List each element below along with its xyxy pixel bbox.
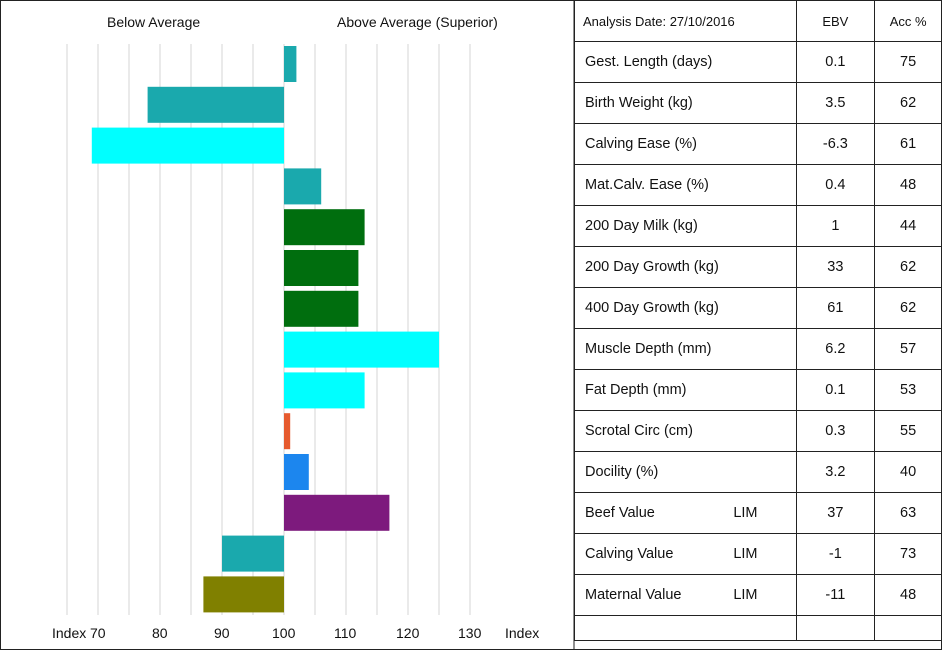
trait-name: Beef Value — [585, 505, 655, 521]
x-tick-label: 110 — [334, 625, 357, 641]
table-row: Birth Weight (kg) 3.5 62 — [574, 82, 942, 124]
ebv-cell: 6.2 — [795, 328, 876, 370]
acc-header: Acc % — [874, 0, 942, 42]
breed-tag: LIM — [733, 505, 758, 521]
table-row: Calving Ease (%) -6.3 61 — [574, 123, 942, 165]
bar-series — [91, 46, 439, 613]
trait-cell: 200 Day Milk (kg) — [574, 205, 797, 247]
bar-docility — [284, 454, 309, 490]
acc-cell: 75 — [874, 41, 942, 83]
analysis-date-header: Analysis Date: 27/10/2016 — [574, 0, 797, 42]
bar-scrotal-circ-cm — [284, 413, 291, 450]
ebv-cell: 0.1 — [795, 41, 876, 83]
trait-cell: Scrotal Circ (cm) — [574, 410, 797, 452]
trait-cell: 200 Day Growth (kg) — [574, 246, 797, 288]
ebv-cell: 0.3 — [795, 410, 876, 452]
ebv-cell — [795, 615, 876, 641]
x-axis-right-label: Index — [505, 625, 540, 641]
table-row: Docility (%) 3.2 40 — [574, 451, 942, 493]
bar-gest-length-days — [284, 46, 297, 82]
bar-200-day-growth-kg — [284, 250, 359, 286]
trait-cell — [574, 615, 797, 641]
table-row — [574, 615, 942, 641]
table-row: Scrotal Circ (cm) 0.3 55 — [574, 410, 942, 452]
table-row: Calving Value LIM -1 73 — [574, 533, 942, 575]
bar-calving-value — [222, 535, 284, 572]
table-row: 200 Day Growth (kg) 33 62 — [574, 246, 942, 288]
x-tick-label: 80 — [152, 625, 168, 641]
acc-cell: 63 — [874, 492, 942, 534]
ebv-cell: -6.3 — [795, 123, 876, 165]
acc-cell: 48 — [874, 574, 942, 616]
ebv-cell: -11 — [795, 574, 876, 616]
above-average-label: Above Average (Superior) — [337, 14, 498, 30]
acc-cell: 40 — [874, 451, 942, 493]
trait-cell: Birth Weight (kg) — [574, 82, 797, 124]
bar-mat-calv-ease — [284, 168, 322, 205]
ebv-cell: 1 — [795, 205, 876, 247]
ebv-cell: 37 — [795, 492, 876, 534]
trait-cell: Fat Depth (mm) — [574, 369, 797, 411]
trait-cell: Beef Value LIM — [574, 492, 797, 534]
x-tick-label: 100 — [272, 625, 296, 641]
below-average-label: Below Average — [107, 14, 201, 30]
ebv-table: Analysis Date: 27/10/2016 EBV Acc % Gest… — [574, 0, 942, 641]
breed-tag: LIM — [733, 587, 758, 603]
bar-birth-weight-kg — [147, 86, 284, 123]
ebv-cell: 3.5 — [795, 82, 876, 124]
acc-cell: 62 — [874, 246, 942, 288]
breed-tag: LIM — [733, 546, 758, 562]
bar-maternal-value — [203, 576, 284, 613]
trait-cell: Mat.Calv. Ease (%) — [574, 164, 797, 206]
bar-400-day-growth-kg — [284, 290, 359, 327]
x-tick-label: 130 — [458, 625, 482, 641]
x-axis-left-label: Index — [52, 625, 87, 641]
acc-cell: 57 — [874, 328, 942, 370]
acc-cell: 62 — [874, 287, 942, 329]
ebv-cell: 0.4 — [795, 164, 876, 206]
table-row: Gest. Length (days) 0.1 75 — [574, 41, 942, 83]
ebv-cell: -1 — [795, 533, 876, 575]
acc-cell: 53 — [874, 369, 942, 411]
x-tick-label: 120 — [396, 625, 420, 641]
table-row: Maternal Value LIM -11 48 — [574, 574, 942, 616]
table-row: Muscle Depth (mm) 6.2 57 — [574, 328, 942, 370]
acc-cell: 48 — [874, 164, 942, 206]
ebv-cell: 3.2 — [795, 451, 876, 493]
table-body: Gest. Length (days) 0.1 75 Birth Weight (kg… — [574, 41, 942, 641]
table-row: 200 Day Milk (kg) 1 44 — [574, 205, 942, 247]
x-tick-label: 70 — [90, 625, 106, 641]
trait-name: Calving Value — [585, 546, 674, 562]
acc-cell: 44 — [874, 205, 942, 247]
acc-cell: 55 — [874, 410, 942, 452]
acc-cell: 62 — [874, 82, 942, 124]
ebv-cell: 61 — [795, 287, 876, 329]
bar-200-day-milk-kg — [284, 209, 365, 246]
ebv-cell: 0.1 — [795, 369, 876, 411]
trait-cell: Maternal Value LIM — [574, 574, 797, 616]
trait-cell: Calving Ease (%) — [574, 123, 797, 165]
table-row: Mat.Calv. Ease (%) 0.4 48 — [574, 164, 942, 206]
bar-calving-ease — [91, 127, 284, 164]
bar-muscle-depth-mm — [284, 331, 439, 368]
acc-cell: 61 — [874, 123, 942, 165]
trait-cell: Calving Value LIM — [574, 533, 797, 575]
trait-cell: Docility (%) — [574, 451, 797, 493]
table-row: 400 Day Growth (kg) 61 62 — [574, 287, 942, 329]
ebv-cell: 33 — [795, 246, 876, 288]
bar-beef-value — [284, 494, 390, 531]
trait-cell: 400 Day Growth (kg) — [574, 287, 797, 329]
x-tick-label: 90 — [214, 625, 230, 641]
trait-cell: Muscle Depth (mm) — [574, 328, 797, 370]
ebv-header: EBV — [795, 0, 876, 42]
bar-fat-depth-mm — [284, 372, 365, 409]
trait-cell: Gest. Length (days) — [574, 41, 797, 83]
table-header-row: Analysis Date: 27/10/2016 EBV Acc % — [574, 0, 942, 42]
acc-cell — [874, 615, 942, 641]
table-row: Beef Value LIM 37 63 — [574, 492, 942, 534]
table-row: Fat Depth (mm) 0.1 53 — [574, 369, 942, 411]
trait-name: Maternal Value — [585, 587, 682, 603]
acc-cell: 73 — [874, 533, 942, 575]
